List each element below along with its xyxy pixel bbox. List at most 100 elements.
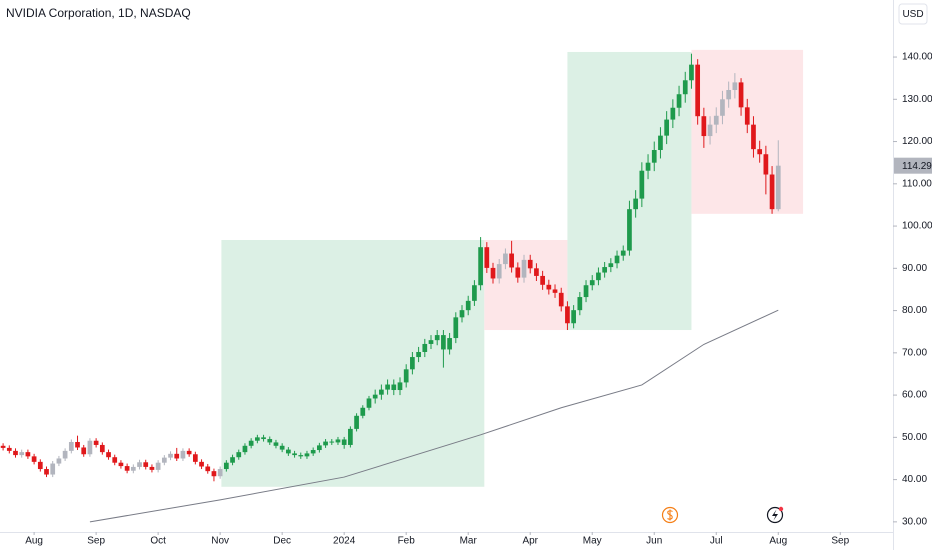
chart-title: NVIDIA Corporation, 1D, NASDAQ bbox=[6, 6, 191, 20]
candle-body bbox=[44, 469, 49, 475]
candle-body bbox=[168, 453, 173, 458]
candle-body bbox=[720, 99, 725, 116]
y-tick-label: 50.00 bbox=[902, 432, 927, 443]
x-tick-label: Sep bbox=[87, 536, 105, 547]
x-tick-label: Sep bbox=[831, 536, 849, 547]
candle-body bbox=[255, 437, 260, 441]
candle-body bbox=[87, 440, 93, 455]
candle-body bbox=[310, 450, 316, 454]
candle-body bbox=[124, 466, 130, 471]
candle-body bbox=[565, 306, 570, 324]
candle-body bbox=[348, 428, 353, 445]
candle-body bbox=[763, 154, 769, 175]
x-tick-label: Aug bbox=[769, 536, 787, 547]
candle-body bbox=[453, 317, 459, 339]
candle-body bbox=[267, 439, 273, 443]
axes: 30.00 40.00 50.00 60.00 70.00 80.00 90.00 100.0… bbox=[25, 52, 932, 547]
last-price-label: 114.29 bbox=[902, 161, 932, 172]
candle-body bbox=[323, 441, 328, 446]
y-tick-label: 130.00 bbox=[902, 94, 932, 105]
x-tick-label: Feb bbox=[398, 536, 416, 547]
candle-body bbox=[664, 119, 670, 136]
y-tick-label: 30.00 bbox=[902, 516, 927, 527]
candle-body bbox=[50, 463, 56, 475]
candle-body bbox=[769, 174, 775, 210]
candle-body bbox=[112, 457, 118, 463]
candle-body bbox=[744, 107, 750, 125]
candle-body bbox=[676, 94, 682, 108]
candle-body bbox=[552, 289, 558, 293]
candle-body bbox=[410, 357, 415, 370]
x-tick-label: 2024 bbox=[333, 536, 356, 547]
currency-button[interactable] bbox=[898, 3, 928, 25]
candle-body bbox=[478, 247, 483, 286]
candle-body bbox=[596, 272, 601, 281]
candle-body bbox=[558, 292, 564, 307]
currency-label[interactable]: USD bbox=[902, 9, 923, 20]
candle-body bbox=[391, 384, 397, 391]
zone bbox=[484, 240, 568, 331]
candle-body bbox=[620, 250, 626, 256]
x-tick-label: Apr bbox=[522, 536, 538, 547]
candle-body bbox=[713, 115, 719, 125]
candle-body bbox=[428, 340, 434, 344]
candle-body bbox=[633, 198, 638, 210]
candle-body bbox=[670, 107, 676, 120]
candle-body bbox=[447, 338, 452, 350]
candle-body bbox=[149, 466, 155, 470]
candle-body bbox=[571, 310, 576, 324]
candle-body bbox=[658, 135, 663, 151]
candle-body bbox=[261, 437, 266, 440]
y-tick-label: 90.00 bbox=[902, 263, 927, 274]
candle-body bbox=[515, 267, 521, 278]
candle-body bbox=[242, 445, 248, 453]
candle-body bbox=[273, 442, 279, 446]
candle-body bbox=[37, 461, 43, 470]
candle-body bbox=[372, 394, 378, 399]
candle-body bbox=[738, 82, 744, 108]
x-tick-label: Dec bbox=[273, 536, 291, 547]
candle-body bbox=[130, 466, 136, 471]
candle-body bbox=[298, 455, 304, 457]
candle-body bbox=[217, 469, 223, 477]
candle-body bbox=[118, 462, 124, 467]
candle-body bbox=[19, 452, 25, 456]
candle-body bbox=[521, 259, 527, 278]
y-tick-label: 70.00 bbox=[902, 347, 927, 358]
candle-body bbox=[329, 441, 335, 443]
candle-body bbox=[583, 285, 589, 298]
x-tick-label: May bbox=[583, 536, 602, 547]
earnings-icon[interactable] bbox=[766, 506, 784, 524]
candle-body bbox=[161, 457, 167, 463]
candle-body bbox=[62, 450, 68, 459]
candle-body bbox=[292, 453, 297, 456]
candle-body bbox=[99, 444, 105, 453]
candle-body bbox=[397, 382, 403, 391]
x-tick-label: Nov bbox=[211, 536, 229, 547]
candle-body bbox=[180, 450, 186, 459]
candle-body bbox=[695, 64, 701, 117]
candle-body bbox=[137, 462, 142, 467]
dividend-icon[interactable] bbox=[661, 506, 679, 524]
candle-body bbox=[534, 268, 539, 276]
candle-body bbox=[701, 116, 707, 137]
y-tick-label: 40.00 bbox=[902, 474, 927, 485]
candle-body bbox=[223, 462, 229, 470]
candle-body bbox=[205, 466, 211, 472]
candle-body bbox=[0, 445, 6, 448]
candle-body bbox=[689, 64, 694, 81]
candle-body bbox=[341, 439, 347, 445]
candle-body bbox=[509, 253, 514, 268]
candle-body bbox=[379, 389, 384, 395]
candle-body bbox=[279, 445, 285, 450]
candle-body bbox=[441, 335, 446, 350]
candle-body bbox=[416, 351, 421, 358]
x-tick-label: Aug bbox=[25, 536, 43, 547]
candle-body bbox=[354, 415, 359, 429]
earnings-icon-dot bbox=[778, 506, 784, 512]
candle-body bbox=[360, 407, 366, 416]
y-tick-label: 100.00 bbox=[902, 221, 932, 232]
candle-body bbox=[608, 263, 614, 268]
candle-body bbox=[304, 453, 310, 457]
